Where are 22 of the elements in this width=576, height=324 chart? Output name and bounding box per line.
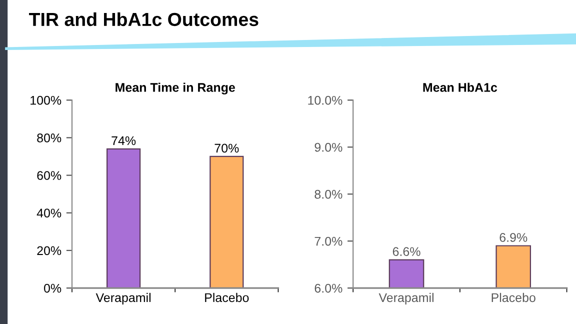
y-tick-label: 7.0% — [314, 236, 342, 246]
chart-title: Mean HbA1c — [423, 82, 498, 92]
y-tick-label: 80% — [37, 134, 62, 142]
y-tick-label: 9.0% — [314, 142, 342, 152]
x-tick-label: Placebo — [492, 292, 536, 302]
y-tick-label: 40% — [36, 208, 62, 218]
x-tick-label: Verapamil — [378, 292, 434, 305]
data-label: 6.6% — [392, 247, 420, 256]
data-label: 70% — [214, 144, 239, 153]
y-tick-label: 10.0% — [308, 96, 342, 105]
data-label: 74% — [112, 136, 136, 146]
data-label: 6.9% — [500, 233, 528, 242]
y-tick-label: 60% — [37, 171, 62, 180]
y-tick-label: 8.0% — [314, 190, 342, 199]
y-tick-label: 100% — [30, 96, 62, 105]
x-tick-label: Placebo — [205, 292, 249, 302]
x-tick-label: Verapamil — [96, 292, 151, 305]
chart-title: Mean Time in Range — [116, 82, 235, 94]
text: TIR and HbA1c Outcomes — [29, 12, 258, 26]
y-tick-label: 6.0% — [314, 284, 342, 293]
y-tick-label: 20% — [37, 246, 62, 256]
y-tick-label: 0% — [44, 284, 62, 293]
